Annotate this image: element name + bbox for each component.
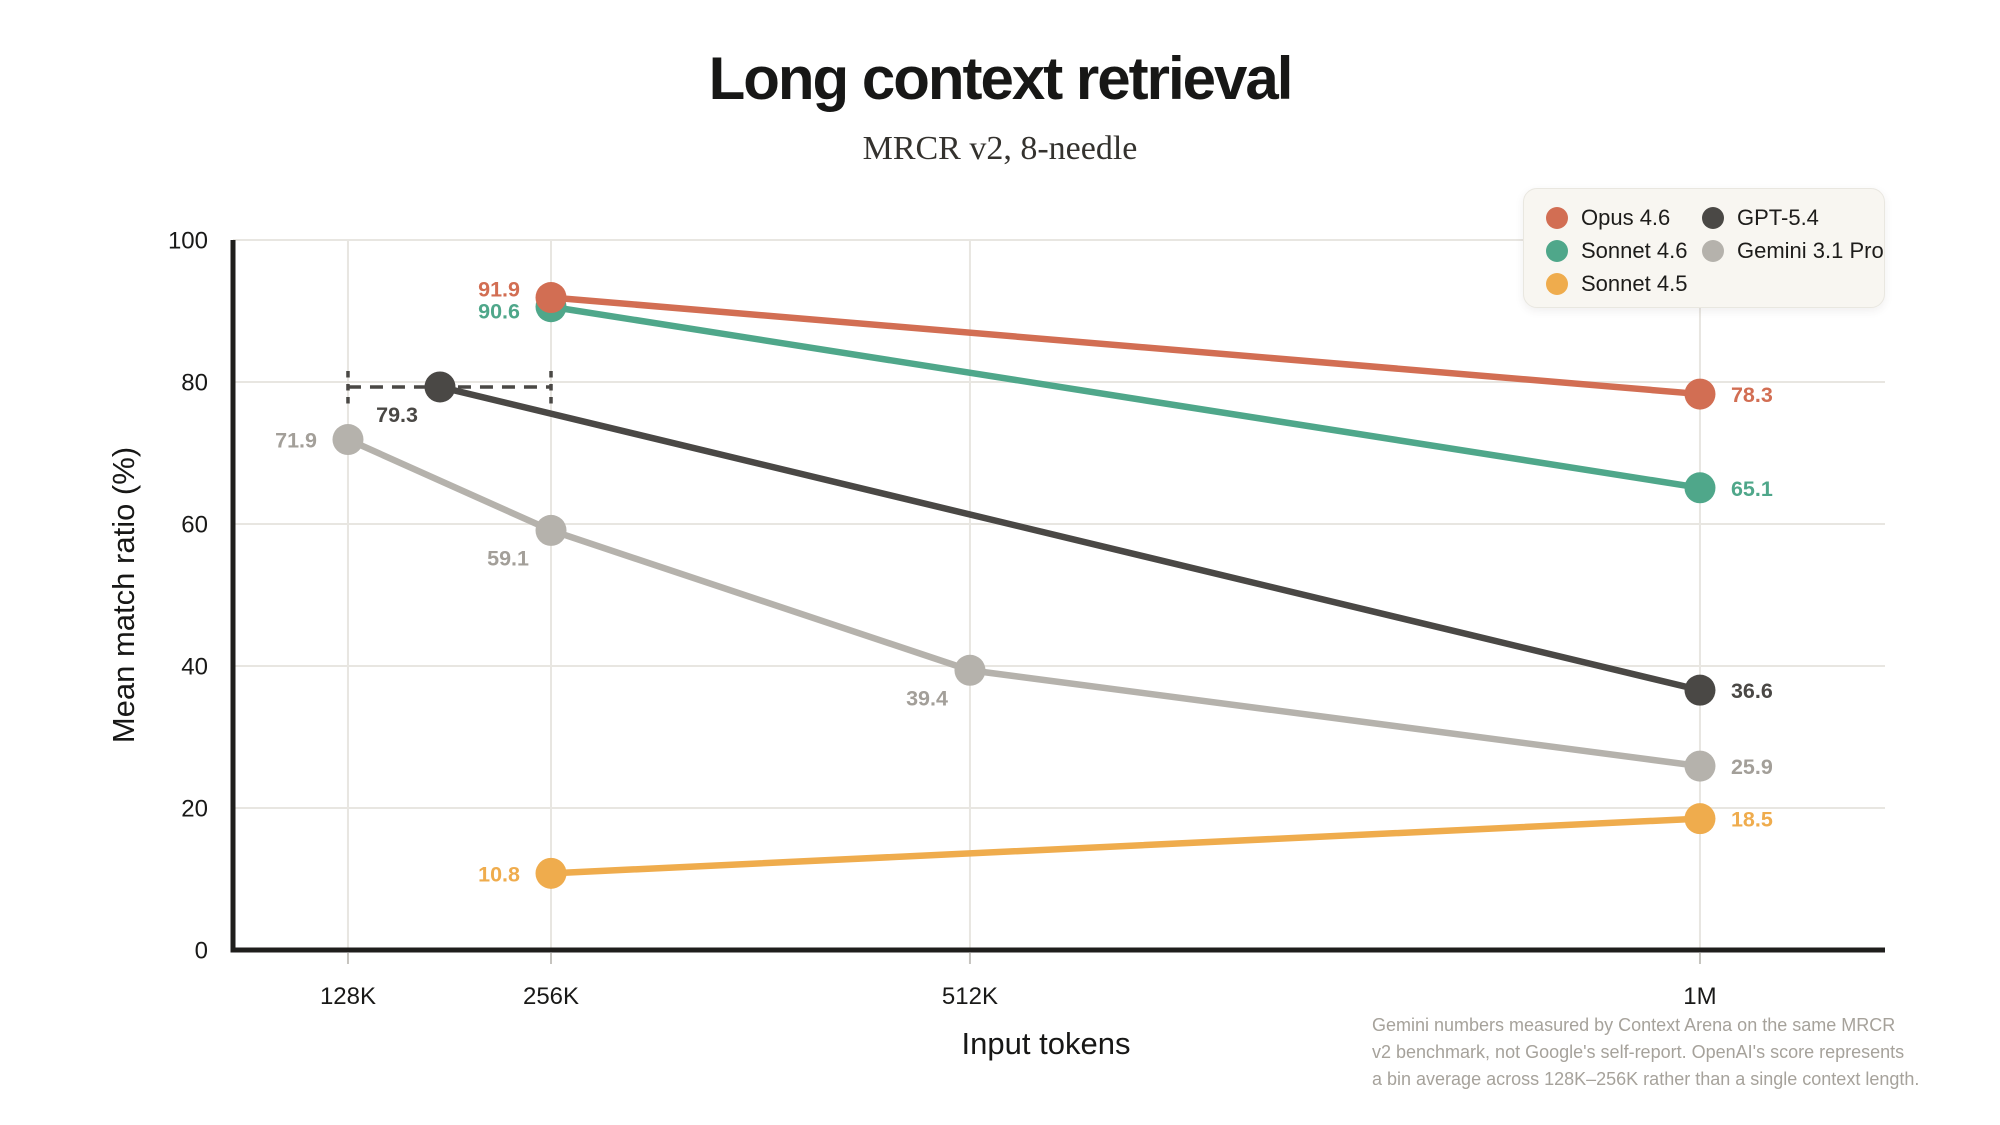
value-label-sonnet-4-5-1m: 18.5 (1731, 808, 1773, 832)
y-tick-label-0: 0 (195, 938, 208, 965)
legend-item-gemini-3-1-pro: Gemini 3.1 Pro (1702, 234, 1884, 267)
legend-label: Sonnet 4.5 (1581, 270, 1688, 296)
data-point-opus-4-6-1m (1684, 378, 1716, 410)
data-point-sonnet-4-5-256k (535, 857, 567, 889)
y-tick-label-40: 40 (181, 654, 208, 681)
y-tick-label-60: 60 (181, 512, 208, 539)
series-line-gemini-3-1-pro (344, 436, 1704, 770)
x-tick-label-1m: 1M (1683, 983, 1716, 1010)
legend-label: Opus 4.6 (1581, 204, 1671, 230)
footnote-line: v2 benchmark, not Google's self-report. … (1372, 1042, 1905, 1062)
page-title: Long context retrieval (708, 45, 1294, 112)
series-line-sonnet-4-5 (547, 815, 1704, 877)
y-tick-label-80: 80 (181, 370, 208, 397)
legend-label: GPT-5.4 (1737, 204, 1819, 230)
legend-label: Gemini 3.1 Pro (1737, 237, 1884, 263)
value-label-sonnet-4-6-1m: 65.1 (1731, 477, 1773, 501)
legend-label: Sonnet 4.6 (1581, 237, 1688, 263)
legend-column-1: GPT-5.4 Gemini 3.1 Pro (1702, 201, 1884, 307)
legend-item-gpt-5-4: GPT-5.4 (1702, 201, 1884, 234)
data-point-gpt-5-4-128k-256k (424, 371, 456, 403)
value-label-gemini-3-1-pro-1m: 25.9 (1731, 755, 1773, 779)
data-point-gemini-3-1-pro-256k (535, 514, 567, 546)
page-subtitle: MRCR v2, 8-needle (862, 130, 1138, 167)
data-point-opus-4-6-256k (535, 282, 567, 314)
legend-dot-icon (1546, 239, 1568, 262)
chart-footnote: Gemini numbers measured by Context Arena… (1372, 1012, 1920, 1093)
legend-column-0: Opus 4.6 Sonnet 4.6 Sonnet 4.5 (1546, 201, 1702, 307)
value-label-gemini-3-1-pro-128k: 71.9 (275, 429, 317, 453)
series-line-sonnet-4-6 (547, 303, 1704, 492)
x-tick-label-128k: 128K (320, 983, 376, 1010)
data-point-gemini-3-1-pro-1m (1684, 750, 1716, 782)
legend-dot-icon (1702, 206, 1724, 229)
y-axis-title: Mean match ratio (%) (106, 446, 141, 744)
data-point-sonnet-4-6-1m (1684, 472, 1716, 504)
y-tick-label-100: 100 (168, 228, 208, 255)
series-line-gpt-5-4 (436, 383, 1704, 694)
value-label-sonnet-4-6-256k: 90.6 (478, 300, 520, 324)
x-axis-title: Input tokens (961, 1026, 1131, 1061)
value-label-sonnet-4-5-256k: 10.8 (478, 862, 520, 886)
data-point-gemini-3-1-pro-128k (332, 424, 364, 456)
legend-dot-icon (1546, 272, 1568, 295)
data-point-gemini-3-1-pro-512k (954, 654, 986, 686)
data-point-gpt-5-4-1m (1684, 674, 1716, 706)
value-label-opus-4-6-1m: 78.3 (1731, 383, 1773, 407)
footnote-line: Gemini numbers measured by Context Arena… (1372, 1015, 1896, 1035)
x-tick-label-512k: 512K (942, 983, 998, 1010)
y-tick-label-20: 20 (181, 796, 208, 823)
value-label-opus-4-6-256k: 91.9 (478, 278, 520, 302)
legend: Opus 4.6 Sonnet 4.6 Sonnet 4.5 GPT-5.4 Gemin… (1523, 188, 1885, 308)
footnote-line: a bin average across 128K–256K rather th… (1372, 1069, 1920, 1089)
value-label-gpt-5-4-128k-256k: 79.3 (376, 403, 418, 427)
legend-dot-icon (1702, 239, 1724, 262)
legend-item-sonnet-4-5: Sonnet 4.5 (1546, 267, 1702, 300)
x-tick-label-256k: 256K (523, 983, 579, 1010)
legend-item-sonnet-4-6: Sonnet 4.6 (1546, 234, 1702, 267)
legend-dot-icon (1546, 206, 1568, 229)
value-label-gemini-3-1-pro-256k: 59.1 (487, 546, 529, 570)
data-point-sonnet-4-5-1m (1684, 803, 1716, 835)
value-label-gemini-3-1-pro-512k: 39.4 (906, 686, 948, 710)
value-label-gpt-5-4-1m: 36.6 (1731, 679, 1773, 703)
series-line-opus-4-6 (547, 294, 1704, 398)
legend-item-opus-4-6: Opus 4.6 (1546, 201, 1702, 234)
